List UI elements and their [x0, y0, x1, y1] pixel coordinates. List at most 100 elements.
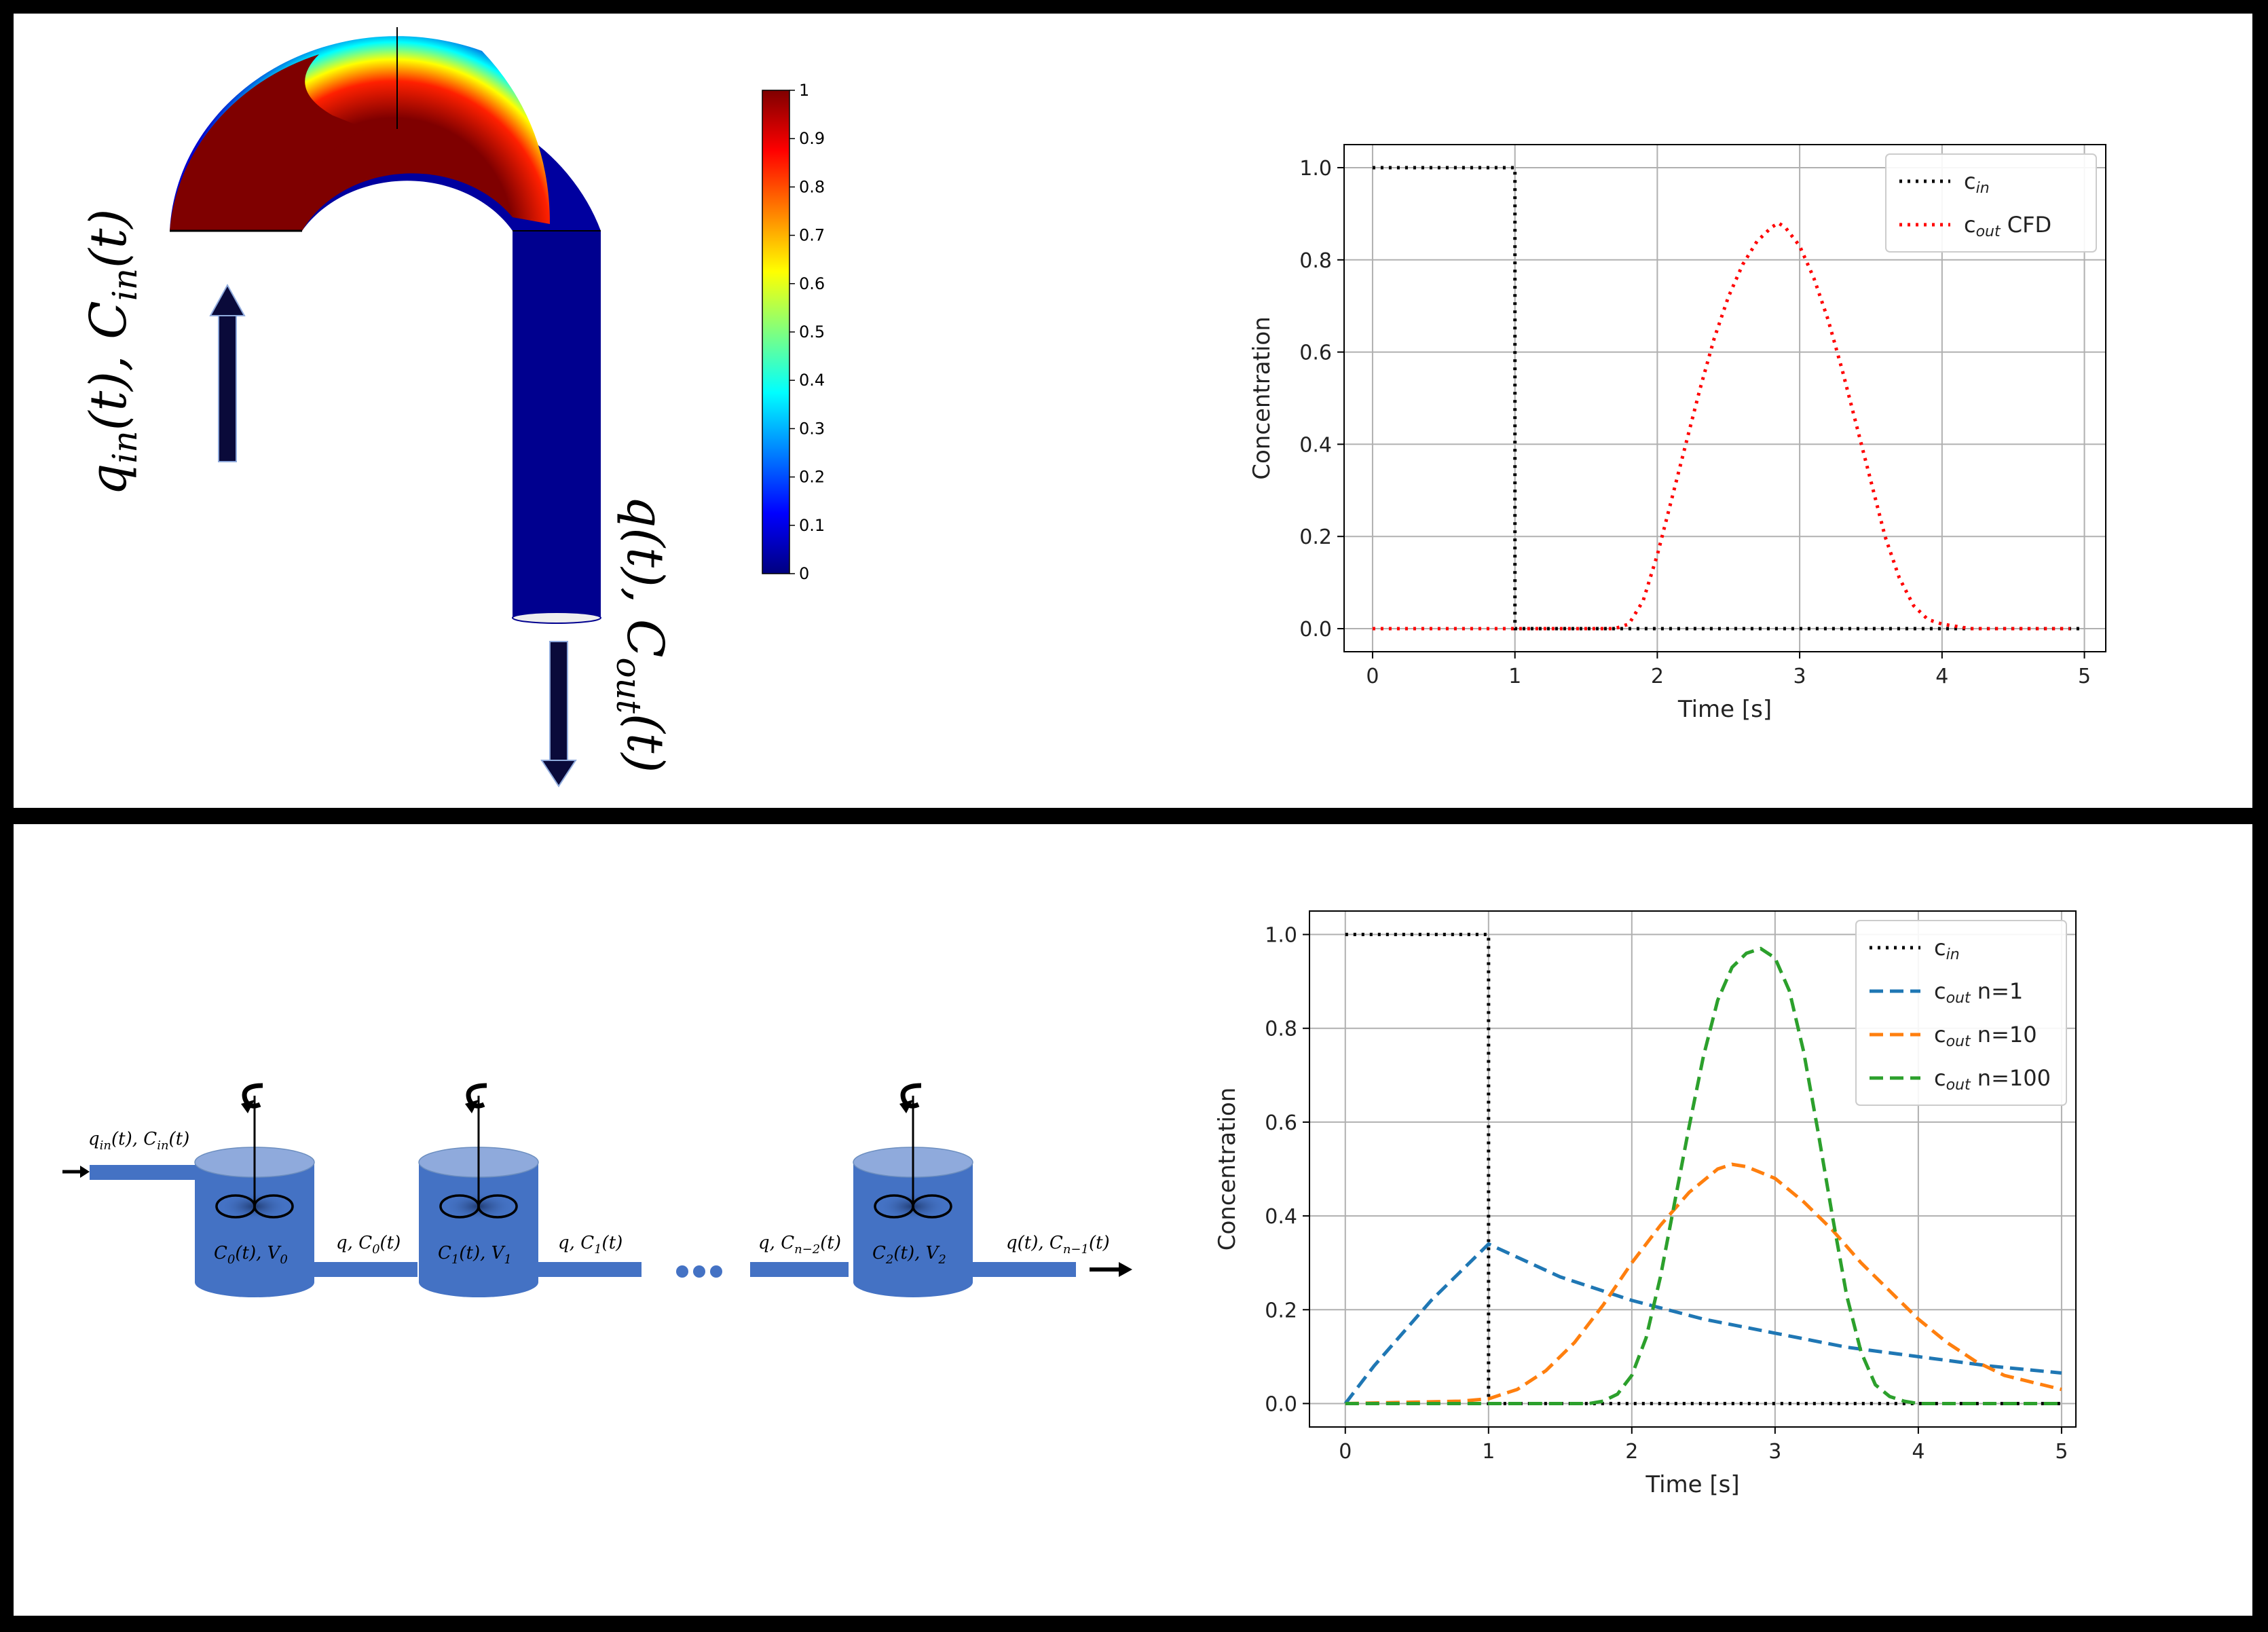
y-tick-label: 0.4: [1299, 433, 1332, 457]
colorbar-tick-label: 1: [799, 81, 809, 100]
inlet-arrow-icon: [209, 283, 246, 462]
y-axis-label: Concentration: [1248, 316, 1276, 480]
x-tick-label: 2: [1625, 1440, 1638, 1464]
y-tick-label: 0.2: [1299, 525, 1332, 549]
pipe-0-1: [312, 1262, 417, 1277]
inlet-saturated: [170, 54, 367, 231]
y-tick-label: 0.6: [1299, 341, 1332, 365]
colorbar-tick-label: 0.4: [799, 371, 825, 390]
pipe-x-2: [750, 1262, 849, 1277]
cstr-inlet-arrow-icon: [62, 1166, 90, 1178]
outlet-leg: [513, 231, 601, 618]
rotation-arrow-icon: [466, 1083, 487, 1109]
cstr-outlet-label: q(t), Cn−1(t): [1006, 1233, 1110, 1257]
colorbar-tick-label: 0.5: [799, 322, 825, 341]
x-tick-label: 5: [2078, 665, 2091, 688]
legend-label-2: cout n=10: [1934, 1022, 2037, 1050]
series-line-1: [1372, 221, 2070, 631]
top-panel: qin(t), Cin(t) q(t), Cout(t) 1 0.9 0.8 0.7 0…: [14, 14, 2252, 808]
colorbar-tick-label: 0.6: [799, 274, 825, 293]
y-tick-label: 0.6: [1265, 1111, 1297, 1135]
y-tick-label: 0.0: [1299, 618, 1332, 642]
y-tick-label: 0.2: [1265, 1299, 1297, 1322]
y-tick-label: 0.8: [1299, 249, 1332, 273]
x-tick-label: 0: [1339, 1440, 1352, 1464]
y-tick-label: 0.4: [1265, 1205, 1297, 1229]
chart-ticks: 0 1 2 3 4 5 0.0 0.2 0.4 0.6 0.8 1.0: [1265, 924, 2068, 1464]
outlet-opening: [512, 612, 601, 624]
chart-legend: cin cout CFD: [1885, 153, 2097, 253]
tank-label: C1(t), V1: [438, 1243, 512, 1267]
y-tick-label: 0.8: [1265, 1018, 1297, 1041]
rotation-arrowhead-icon: [899, 1100, 913, 1113]
inlet-label: qin(t), Cin(t): [79, 209, 145, 496]
impeller-blade-icon: [477, 1194, 518, 1219]
legend-label-0: cin: [1934, 935, 1960, 963]
series-line-3: [1345, 946, 2062, 1405]
cstr-outlet-arrow-icon: [1090, 1262, 1132, 1277]
series-line-1: [1343, 1242, 2062, 1405]
x-tick-label: 2: [1651, 665, 1664, 688]
legend-label-1: cout n=1: [1934, 978, 2023, 1007]
rotation-arrowhead-icon: [465, 1100, 479, 1113]
colorbar-tick-label: 0.9: [799, 129, 825, 148]
x-tick-label: 4: [1912, 1440, 1925, 1464]
tank-label: C0(t), V0: [214, 1243, 288, 1267]
tank-1: C1(t), V1: [418, 1083, 539, 1297]
ellipsis-dots-icon: [676, 1265, 722, 1278]
pipe-inlet: [90, 1165, 195, 1180]
chart-frame: [1343, 144, 2106, 652]
chart-frame: [1309, 910, 2077, 1428]
rotation-arrowhead-icon: [241, 1100, 255, 1113]
pipe-outlet: [971, 1262, 1076, 1277]
pipe-shape: [170, 27, 601, 624]
legend-label-3: cout n=100: [1934, 1065, 2051, 1094]
x-tick-label: 0: [1366, 665, 1379, 688]
x-tick-label: 5: [2055, 1440, 2068, 1464]
tank-0: C0(t), V0: [194, 1083, 315, 1297]
x-tick-label: 1: [1508, 665, 1521, 688]
series-line-0: [1372, 166, 2085, 631]
pipe-x-2-label: q, Cn−2(t): [758, 1233, 841, 1257]
tank-body: [195, 1162, 314, 1297]
legend-label-1: cout CFD: [1964, 212, 2051, 240]
impeller-blade-icon: [912, 1194, 952, 1219]
x-tick-label: 1: [1482, 1440, 1495, 1464]
y-axis-label: Concentration: [1214, 1088, 1241, 1251]
y-tick-label: 1.0: [1265, 924, 1297, 948]
colorbar-tick-label: 0.1: [799, 516, 825, 535]
series-line-2: [1345, 1162, 2062, 1405]
cstr-inlet-label: qin(t), Cin(t): [88, 1129, 189, 1153]
outlet-arrow-icon: [540, 641, 577, 787]
chart-series: [1343, 933, 2062, 1405]
rotation-arrow-icon: [900, 1083, 922, 1109]
pipe-diagram: qin(t), Cin(t) q(t), Cout(t) 1 0.9 0.8 0.7 0…: [79, 27, 825, 787]
pipe-0-1-label: q, C0(t): [336, 1233, 401, 1257]
tank-body: [853, 1162, 973, 1297]
colorbar-tick-label: 0.3: [799, 419, 825, 438]
bottom-chart: 0 1 2 3 4 5 0.0 0.2 0.4 0.6 0.8 1.0 Time [s] Concentr…: [1214, 910, 2077, 1498]
pipe-1-x-label: q, C1(t): [558, 1233, 622, 1257]
x-axis-label: Time [s]: [1645, 1471, 1739, 1498]
impeller-blade-icon: [253, 1194, 294, 1219]
pipe-1-x: [536, 1262, 642, 1277]
colorbar-tick-label: 0: [799, 564, 809, 583]
tank-label: C2(t), V2: [872, 1243, 946, 1267]
outlet-label: q(t), Cout(t): [609, 496, 674, 773]
tank-2: C2(t), V2: [853, 1083, 973, 1297]
legend-box: [1855, 920, 2067, 1106]
x-tick-label: 3: [1793, 665, 1806, 688]
chart-series: [1372, 166, 2085, 631]
y-tick-label: 1.0: [1299, 157, 1332, 181]
x-tick-label: 3: [1768, 1440, 1781, 1464]
legend-label-0: cin: [1964, 168, 1990, 197]
x-axis-label: Time [s]: [1677, 696, 1772, 723]
bottom-panel: qin(t), Cin(t) C0(t), V0 C1(t), V1 C2(t), …: [14, 824, 2252, 1616]
cstr-diagram: qin(t), Cin(t) C0(t), V0 C1(t), V1 C2(t), …: [62, 1083, 1132, 1297]
colorbar-tick-label: 0.8: [799, 177, 825, 196]
chart-legend: cin cout n=1 cout n=10 cout n=100: [1855, 920, 2067, 1106]
top-chart: 0 1 2 3 4 5 0.0 0.2 0.4 0.6 0.8 1.0 Time [s] Concentr…: [1248, 144, 2106, 723]
legend-box: [1885, 153, 2097, 253]
colorbar: 1 0.9 0.8 0.7 0.6 0.5 0.4 0.3 0.2 0.1 0: [762, 81, 825, 583]
y-tick-label: 0.0: [1265, 1392, 1297, 1416]
